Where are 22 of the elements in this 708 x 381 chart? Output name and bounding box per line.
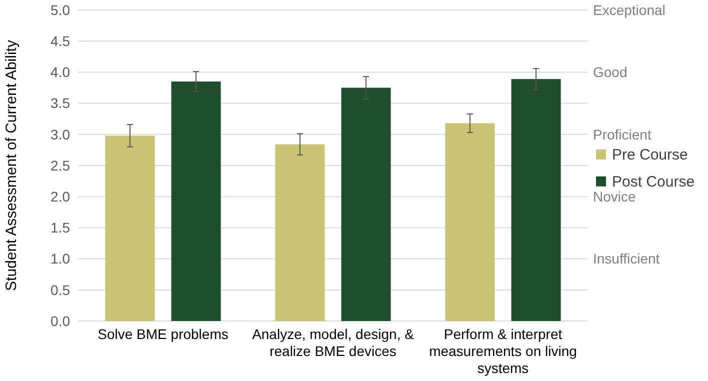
text: Novice [593,188,636,204]
y-tick-label: 2.5 [50,157,70,174]
y-tick-label: 3.0 [50,126,70,142]
legend-label: Pre Course [612,146,688,164]
y-tick-label: 4.5 [50,33,70,49]
y-tick-label: 3.5 [50,95,70,112]
x-tick-label: Analyze, model, design, & realize BME devices [252,326,415,359]
y-tick-label: 1.0 [50,250,70,267]
y-tick-label: 2.0 [50,188,70,204]
y-tick-label: 4.0 [50,64,70,80]
y-tick-label: 0.0 [50,312,70,329]
text: Proficient [593,126,652,142]
y-tick-label: 5.0 [50,2,70,18]
text: Insufficient [593,250,660,267]
y-tick-label: 1.5 [50,220,70,236]
x-tick-label: Perform & interpret measurements on living systems [429,326,577,376]
legend-label: Post Course [612,174,695,191]
text: Good [593,64,628,80]
text: Exceptional [593,2,666,18]
y-axis-title: Student Assessment of Current Ability [3,40,20,291]
y-tick-label: 0.5 [50,282,70,298]
x-tick-label: Solve BME problems [98,326,228,342]
